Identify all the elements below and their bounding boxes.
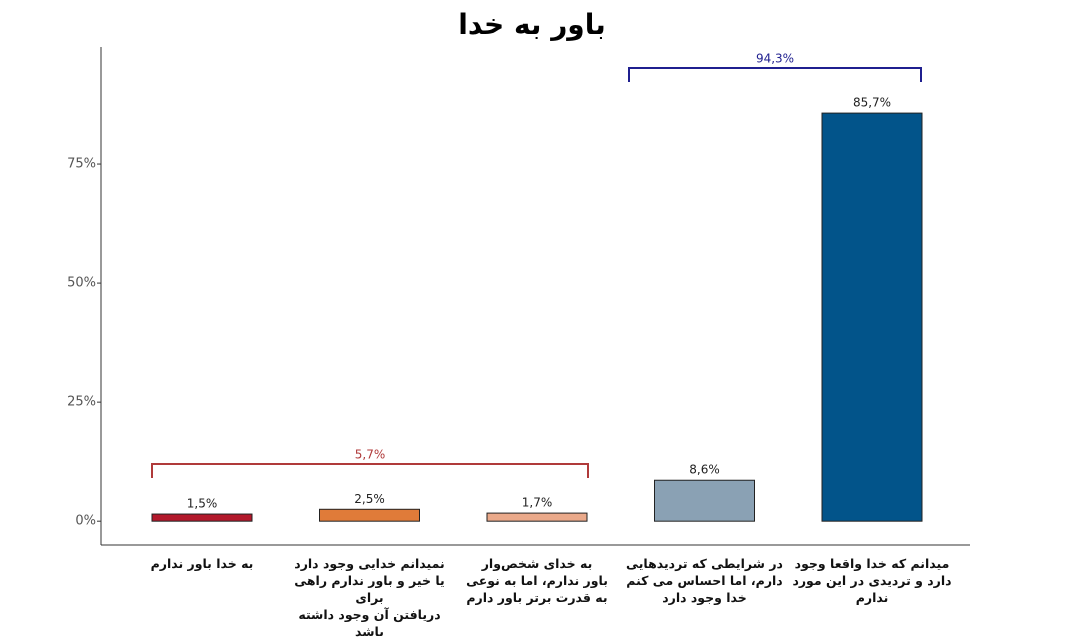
value-label: 8,6% — [689, 463, 720, 477]
value-label: 2,5% — [354, 492, 385, 506]
bracket — [151, 463, 589, 478]
bar — [486, 512, 588, 522]
x-tick-label: به خدای شخص‌وار باور ندارم، اما به نوعی … — [466, 556, 608, 605]
bar — [151, 513, 253, 522]
y-tick-label: 75% — [67, 157, 96, 172]
value-label: 1,7% — [522, 496, 553, 510]
bracket-label: 5,7% — [355, 448, 386, 462]
bar — [319, 508, 420, 522]
chart-title: باور به خدا — [458, 8, 606, 41]
value-label: 85,7% — [853, 96, 891, 110]
bar — [654, 479, 755, 522]
x-tick-label: میدانم که خدا واقعا وجود دارد و تردیدی د… — [792, 556, 952, 605]
y-tick-label: 0% — [75, 514, 96, 529]
x-tick-label: به خدا باور ندارم — [150, 556, 254, 571]
x-tick-label: در شرایطی که تردیدهایی دارم، اما احساس م… — [626, 556, 783, 605]
y-tick-label: 25% — [67, 395, 96, 410]
y-tick-label: 50% — [67, 276, 96, 291]
bar — [821, 112, 923, 522]
bracket-label: 94,3% — [756, 52, 794, 66]
value-label: 1,5% — [187, 497, 218, 511]
bracket — [628, 67, 922, 82]
x-tick-label: نمیدانم خدایی وجود دارد یا خیر و باور ند… — [294, 556, 445, 637]
